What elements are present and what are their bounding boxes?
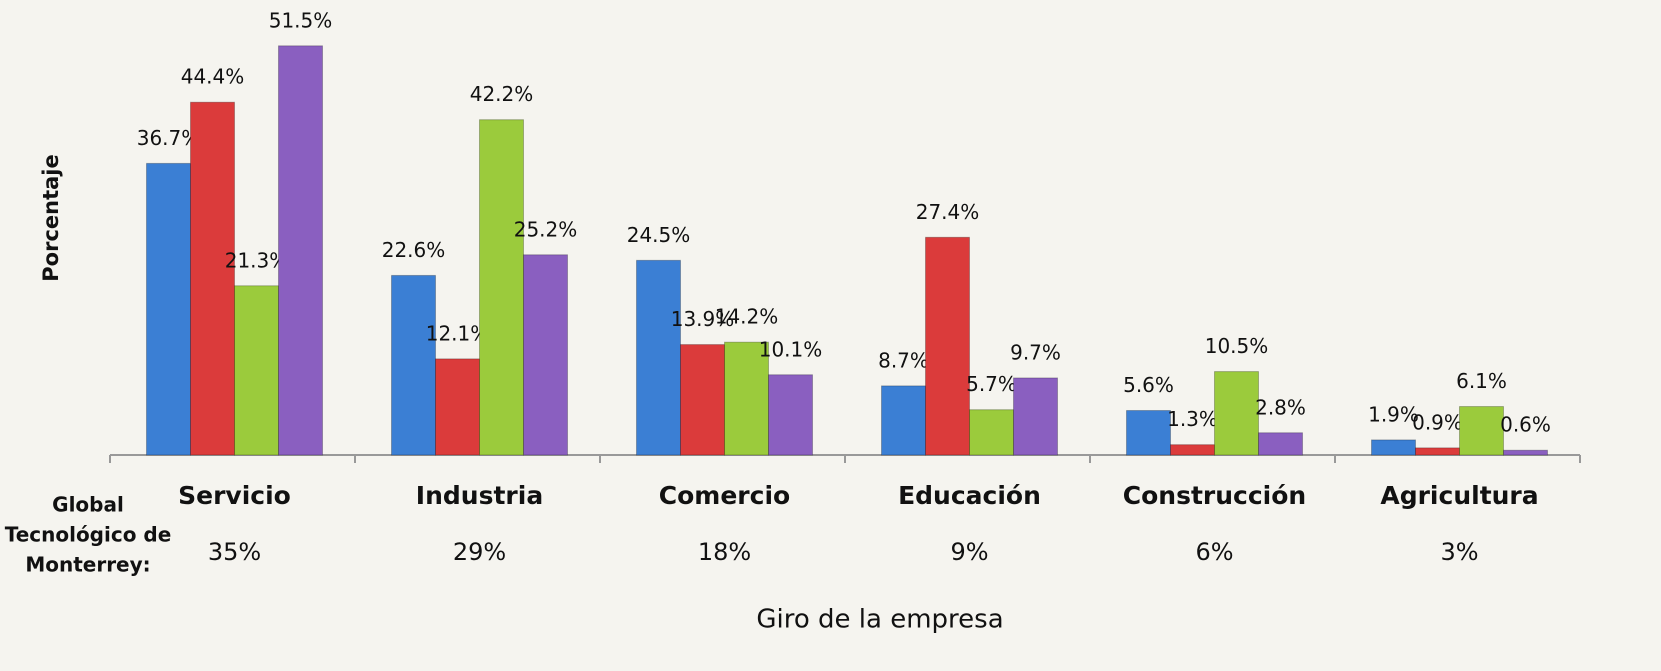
bar (881, 385, 926, 456)
bar (1415, 447, 1460, 456)
value-label: 25.2% (514, 217, 578, 241)
x-tick-label: Construcción (1123, 481, 1306, 510)
x-tick-label: Comercio (659, 481, 790, 510)
global-row-label: Monterrey: (25, 553, 150, 577)
global-value: 18% (698, 538, 751, 566)
bar (636, 259, 681, 456)
value-label: 12.1% (426, 321, 490, 345)
value-label: 22.6% (382, 238, 446, 262)
bar (1258, 432, 1303, 456)
bar (523, 254, 568, 456)
value-label: 9.7% (1010, 340, 1061, 364)
value-label: 5.6% (1123, 373, 1174, 397)
value-label: 10.1% (759, 337, 823, 361)
global-row-label: Tecnológico de (5, 523, 172, 547)
value-label: 42.2% (470, 82, 534, 106)
value-label: 1.9% (1368, 402, 1419, 426)
bar (278, 45, 323, 456)
bar (1170, 444, 1215, 456)
bar (1214, 371, 1259, 456)
value-label: 10.5% (1205, 334, 1269, 358)
bar (724, 341, 769, 456)
value-label: 2.8% (1255, 395, 1306, 419)
x-tick-label: Agricultura (1380, 481, 1538, 510)
bar (1371, 439, 1416, 456)
bar (234, 285, 279, 456)
value-label: 0.6% (1500, 413, 1551, 437)
bar (1503, 449, 1548, 456)
value-label: 13.9% (671, 307, 735, 331)
value-label: 51.5% (269, 8, 333, 32)
bar (190, 101, 235, 456)
value-label: 21.3% (225, 248, 289, 272)
value-label: 8.7% (878, 348, 929, 372)
bar (925, 236, 970, 456)
value-label: 6.1% (1456, 369, 1507, 393)
value-label: 44.4% (181, 65, 245, 89)
value-label: 5.7% (966, 372, 1017, 396)
global-value: 3% (1440, 538, 1478, 566)
bar (146, 162, 191, 456)
bar (680, 344, 725, 456)
x-tick-label: Educación (898, 481, 1041, 510)
bar (1459, 406, 1504, 456)
bar (1126, 410, 1171, 456)
value-label: 24.5% (627, 223, 691, 247)
x-tick-label: Industria (416, 481, 543, 510)
global-value: 9% (950, 538, 988, 566)
value-label: 1.3% (1167, 407, 1218, 431)
value-label: 0.9% (1412, 410, 1463, 434)
bar (479, 119, 524, 456)
value-label: 14.2% (715, 305, 779, 329)
global-value: 35% (208, 538, 261, 566)
bar (969, 409, 1014, 456)
bar (391, 274, 436, 456)
value-label: 27.4% (916, 200, 980, 224)
global-value: 29% (453, 538, 506, 566)
value-label: 36.7% (137, 126, 201, 150)
bar (1013, 377, 1058, 456)
bar (768, 374, 813, 456)
bar (435, 358, 480, 456)
global-row-label: Global (52, 493, 124, 517)
global-value: 6% (1195, 538, 1233, 566)
x-axis-label: Giro de la empresa (756, 605, 1003, 635)
x-tick-label: Servicio (178, 481, 291, 510)
y-axis-label: Porcentaje (39, 154, 63, 281)
